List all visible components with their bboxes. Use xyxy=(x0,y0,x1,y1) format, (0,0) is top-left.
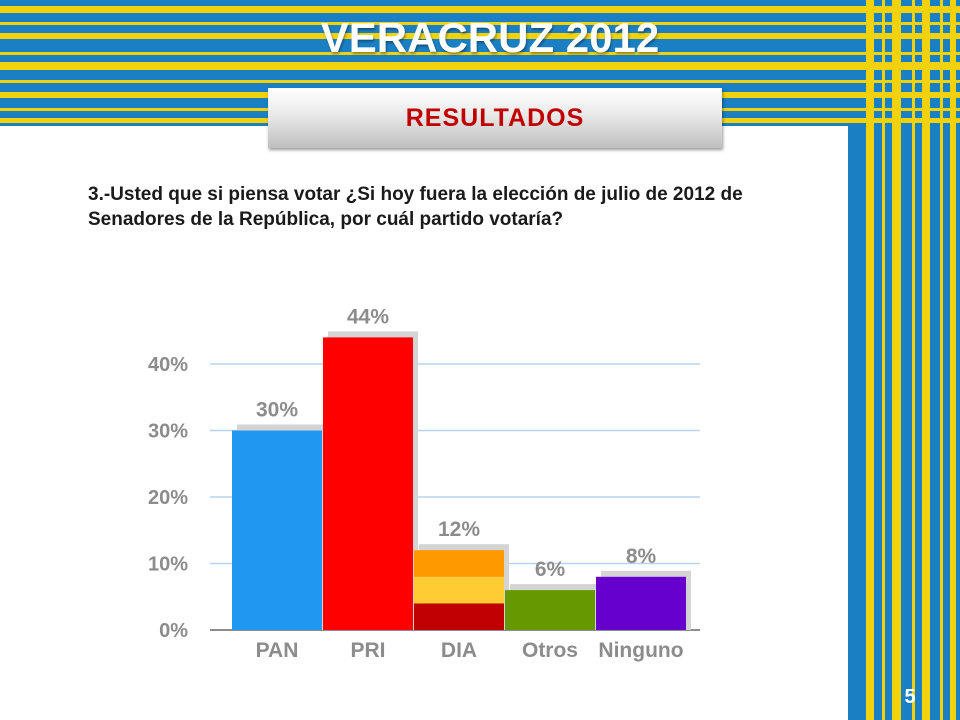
data-label: 8% xyxy=(626,545,657,568)
x-tick-label: PAN xyxy=(256,639,299,662)
x-tick-label: Otros xyxy=(522,639,578,662)
bar xyxy=(232,430,322,630)
x-tick-label: PRI xyxy=(350,639,385,662)
bar-segment xyxy=(414,603,504,630)
page-number: 5 xyxy=(904,686,916,708)
bar xyxy=(596,576,686,630)
bar-segment xyxy=(414,550,504,577)
slide-title: VERACRUZ 2012 xyxy=(320,14,660,61)
data-label: 44% xyxy=(347,305,389,328)
subtitle-text: RESULTADOS xyxy=(405,103,585,132)
y-tick-label: 0% xyxy=(159,620,188,642)
y-tick-label: 20% xyxy=(148,487,188,509)
data-label: 12% xyxy=(438,518,480,541)
bar xyxy=(505,590,595,630)
survey-question: 3.-Usted que si piensa votar ¿Si hoy fue… xyxy=(88,184,743,230)
y-tick-label: 30% xyxy=(148,421,188,443)
y-tick-label: 10% xyxy=(148,554,188,576)
x-tick-label: DIA xyxy=(441,639,477,662)
bar xyxy=(323,337,413,630)
y-tick-label: 40% xyxy=(148,354,188,376)
bar-segment xyxy=(414,576,504,604)
data-label: 30% xyxy=(256,399,298,422)
x-tick-label: Ninguno xyxy=(598,639,683,662)
subtitle-banner: RESULTADOS xyxy=(268,88,722,148)
data-label: 6% xyxy=(535,558,566,581)
